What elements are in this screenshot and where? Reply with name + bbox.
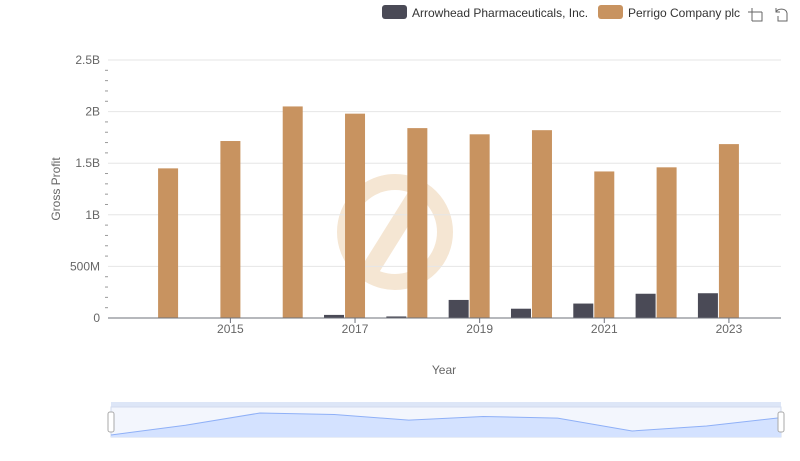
- bar[interactable]: [510, 308, 531, 318]
- bar[interactable]: [656, 167, 677, 318]
- zoom-area: [111, 413, 781, 437]
- y-tick-label: 0: [93, 311, 100, 325]
- data-zoom-slider[interactable]: [107, 402, 785, 438]
- x-tick-label: 2015: [217, 322, 244, 336]
- bar[interactable]: [697, 293, 718, 318]
- bar[interactable]: [407, 128, 428, 318]
- y-tick-label: 500M: [70, 259, 100, 273]
- legend: Arrowhead Pharmaceuticals, Inc. Perrigo …: [382, 5, 740, 20]
- bar[interactable]: [469, 134, 490, 318]
- bar[interactable]: [718, 144, 739, 318]
- x-tick-label: 2017: [342, 322, 369, 336]
- bar[interactable]: [282, 106, 303, 318]
- y-tick-label: 1.5B: [75, 156, 100, 170]
- x-tick-label: 2021: [591, 322, 618, 336]
- zoom-reset-icon[interactable]: [775, 8, 788, 22]
- legend-swatch-perrigo[interactable]: [598, 5, 623, 19]
- y-tick-label: 2B: [85, 105, 100, 119]
- bars: [158, 106, 739, 318]
- bar[interactable]: [594, 171, 615, 318]
- legend-label-arrowhead[interactable]: Arrowhead Pharmaceuticals, Inc.: [412, 6, 588, 20]
- y-tick-label: 1B: [85, 208, 100, 222]
- x-axis: 2015 2017 2019 2021 2023: [108, 317, 781, 336]
- y-axis: 0 500M 1B 1.5B 2B 2.5B: [70, 53, 108, 325]
- y-axis-title: Gross Profit: [49, 157, 63, 221]
- legend-label-perrigo[interactable]: Perrigo Company plc: [628, 6, 740, 20]
- bar[interactable]: [635, 293, 656, 318]
- x-axis-title: Year: [432, 363, 456, 377]
- zoom-top-bar[interactable]: [111, 402, 781, 407]
- bar[interactable]: [158, 168, 179, 318]
- bar[interactable]: [324, 314, 345, 318]
- bar[interactable]: [386, 316, 407, 318]
- bar[interactable]: [220, 141, 241, 318]
- x-tick-label: 2023: [716, 322, 743, 336]
- zoom-line: [110, 412, 782, 436]
- zoom-handle-right[interactable]: [777, 411, 785, 433]
- x-tick-label: 2019: [466, 322, 493, 336]
- bar[interactable]: [573, 303, 594, 318]
- zoom-handle-left[interactable]: [107, 411, 115, 433]
- legend-swatch-arrowhead[interactable]: [382, 5, 407, 19]
- bar[interactable]: [345, 113, 366, 318]
- bar[interactable]: [448, 299, 469, 318]
- bar[interactable]: [531, 130, 552, 318]
- zoom-box-icon[interactable]: [748, 8, 763, 22]
- y-tick-label: 2.5B: [75, 53, 100, 67]
